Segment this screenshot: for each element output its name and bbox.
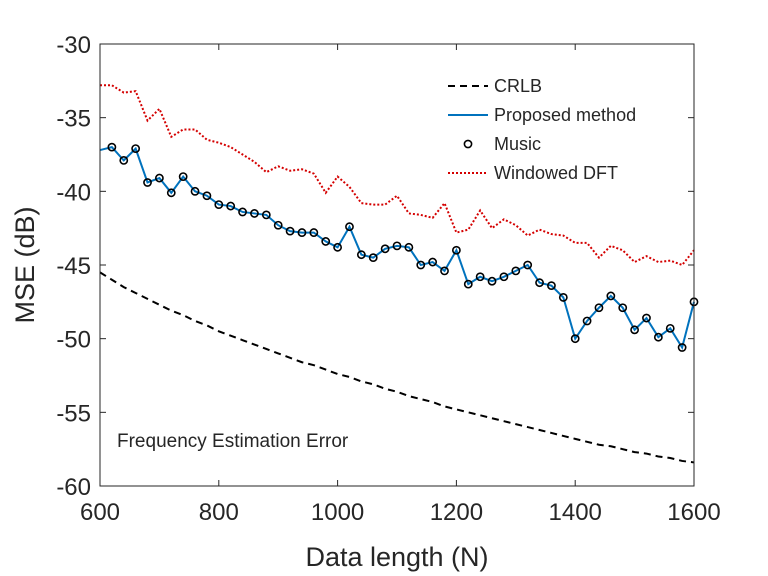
point-music [677,343,687,352]
point-music [250,209,259,218]
x-tick-label: 1200 [430,499,483,526]
point-music [618,303,628,313]
point-music [558,293,568,302]
point-music [653,332,663,342]
point-music [356,250,366,260]
x-tick-label: 800 [199,499,239,526]
point-music [333,242,342,252]
y-tick-labels: -60 -55 -50 -45 -40 -35 -30 [56,32,91,501]
point-music [547,281,556,291]
point-music [594,303,604,313]
legend-label-windowed-dft: Windowed DFT [494,163,618,183]
point-music [380,244,390,254]
legend-label-proposed-method: Proposed method [494,105,636,125]
y-tick-label: -40 [56,179,91,206]
point-music [345,222,354,232]
point-music [261,210,271,220]
point-music [285,226,295,236]
point-music [416,260,426,270]
point-music [119,155,129,165]
y-tick-label: -45 [56,253,91,280]
y-tick-label: -30 [56,32,91,59]
x-tick-label: 1000 [311,499,364,526]
point-music [131,144,141,154]
y-tick-label: -35 [56,106,91,133]
plot-area [100,44,694,486]
point-music [630,325,639,335]
legend: CRLB Proposed method Music Windowed DFT [448,76,636,183]
point-music [309,228,319,237]
chart-annotation: Frequency Estimation Error [117,431,349,452]
point-music [511,266,521,276]
point-music [606,291,616,301]
point-music [487,276,497,286]
y-axis-label: MSE (dB) [10,206,40,323]
point-music [166,188,176,198]
legend-label-music: Music [494,134,541,154]
point-music [404,242,414,252]
point-music [451,245,461,255]
point-music [368,253,378,263]
x-tick-label: 1400 [549,499,602,526]
point-music [665,323,675,333]
x-tick-labels: 600 800 1000 1200 1400 1600 [80,499,721,526]
point-music [392,241,402,251]
point-music [570,334,580,344]
point-music [463,279,473,289]
point-music [154,173,164,183]
series-line-crlb [99,271,695,464]
series-music [107,142,699,352]
x-tick-label: 1600 [667,499,720,526]
ticks-layer [99,43,695,487]
point-music [297,228,307,237]
point-music [178,172,188,181]
point-music [238,207,247,217]
point-music [273,220,283,230]
y-tick-label: -55 [56,400,91,427]
x-tick-label: 600 [80,499,120,526]
point-music [428,257,438,267]
point-music [202,191,212,201]
y-tick-label: -50 [56,327,91,354]
point-music [535,278,544,288]
x-axis-label: Data length (N) [305,542,488,572]
point-music [321,237,331,246]
y-tick-label: -60 [56,474,91,501]
point-music [523,260,533,270]
point-music [107,142,117,152]
point-music [475,272,485,282]
point-music [214,200,224,209]
point-music [226,201,236,211]
point-music [582,316,592,326]
point-music [440,266,449,276]
point-music [143,178,152,187]
point-music [499,272,509,282]
point-music [642,313,651,323]
series-layer [99,84,699,464]
point-music [190,186,200,196]
legend-label-crlb: CRLB [494,76,542,96]
legend-swatch-music [463,139,473,149]
